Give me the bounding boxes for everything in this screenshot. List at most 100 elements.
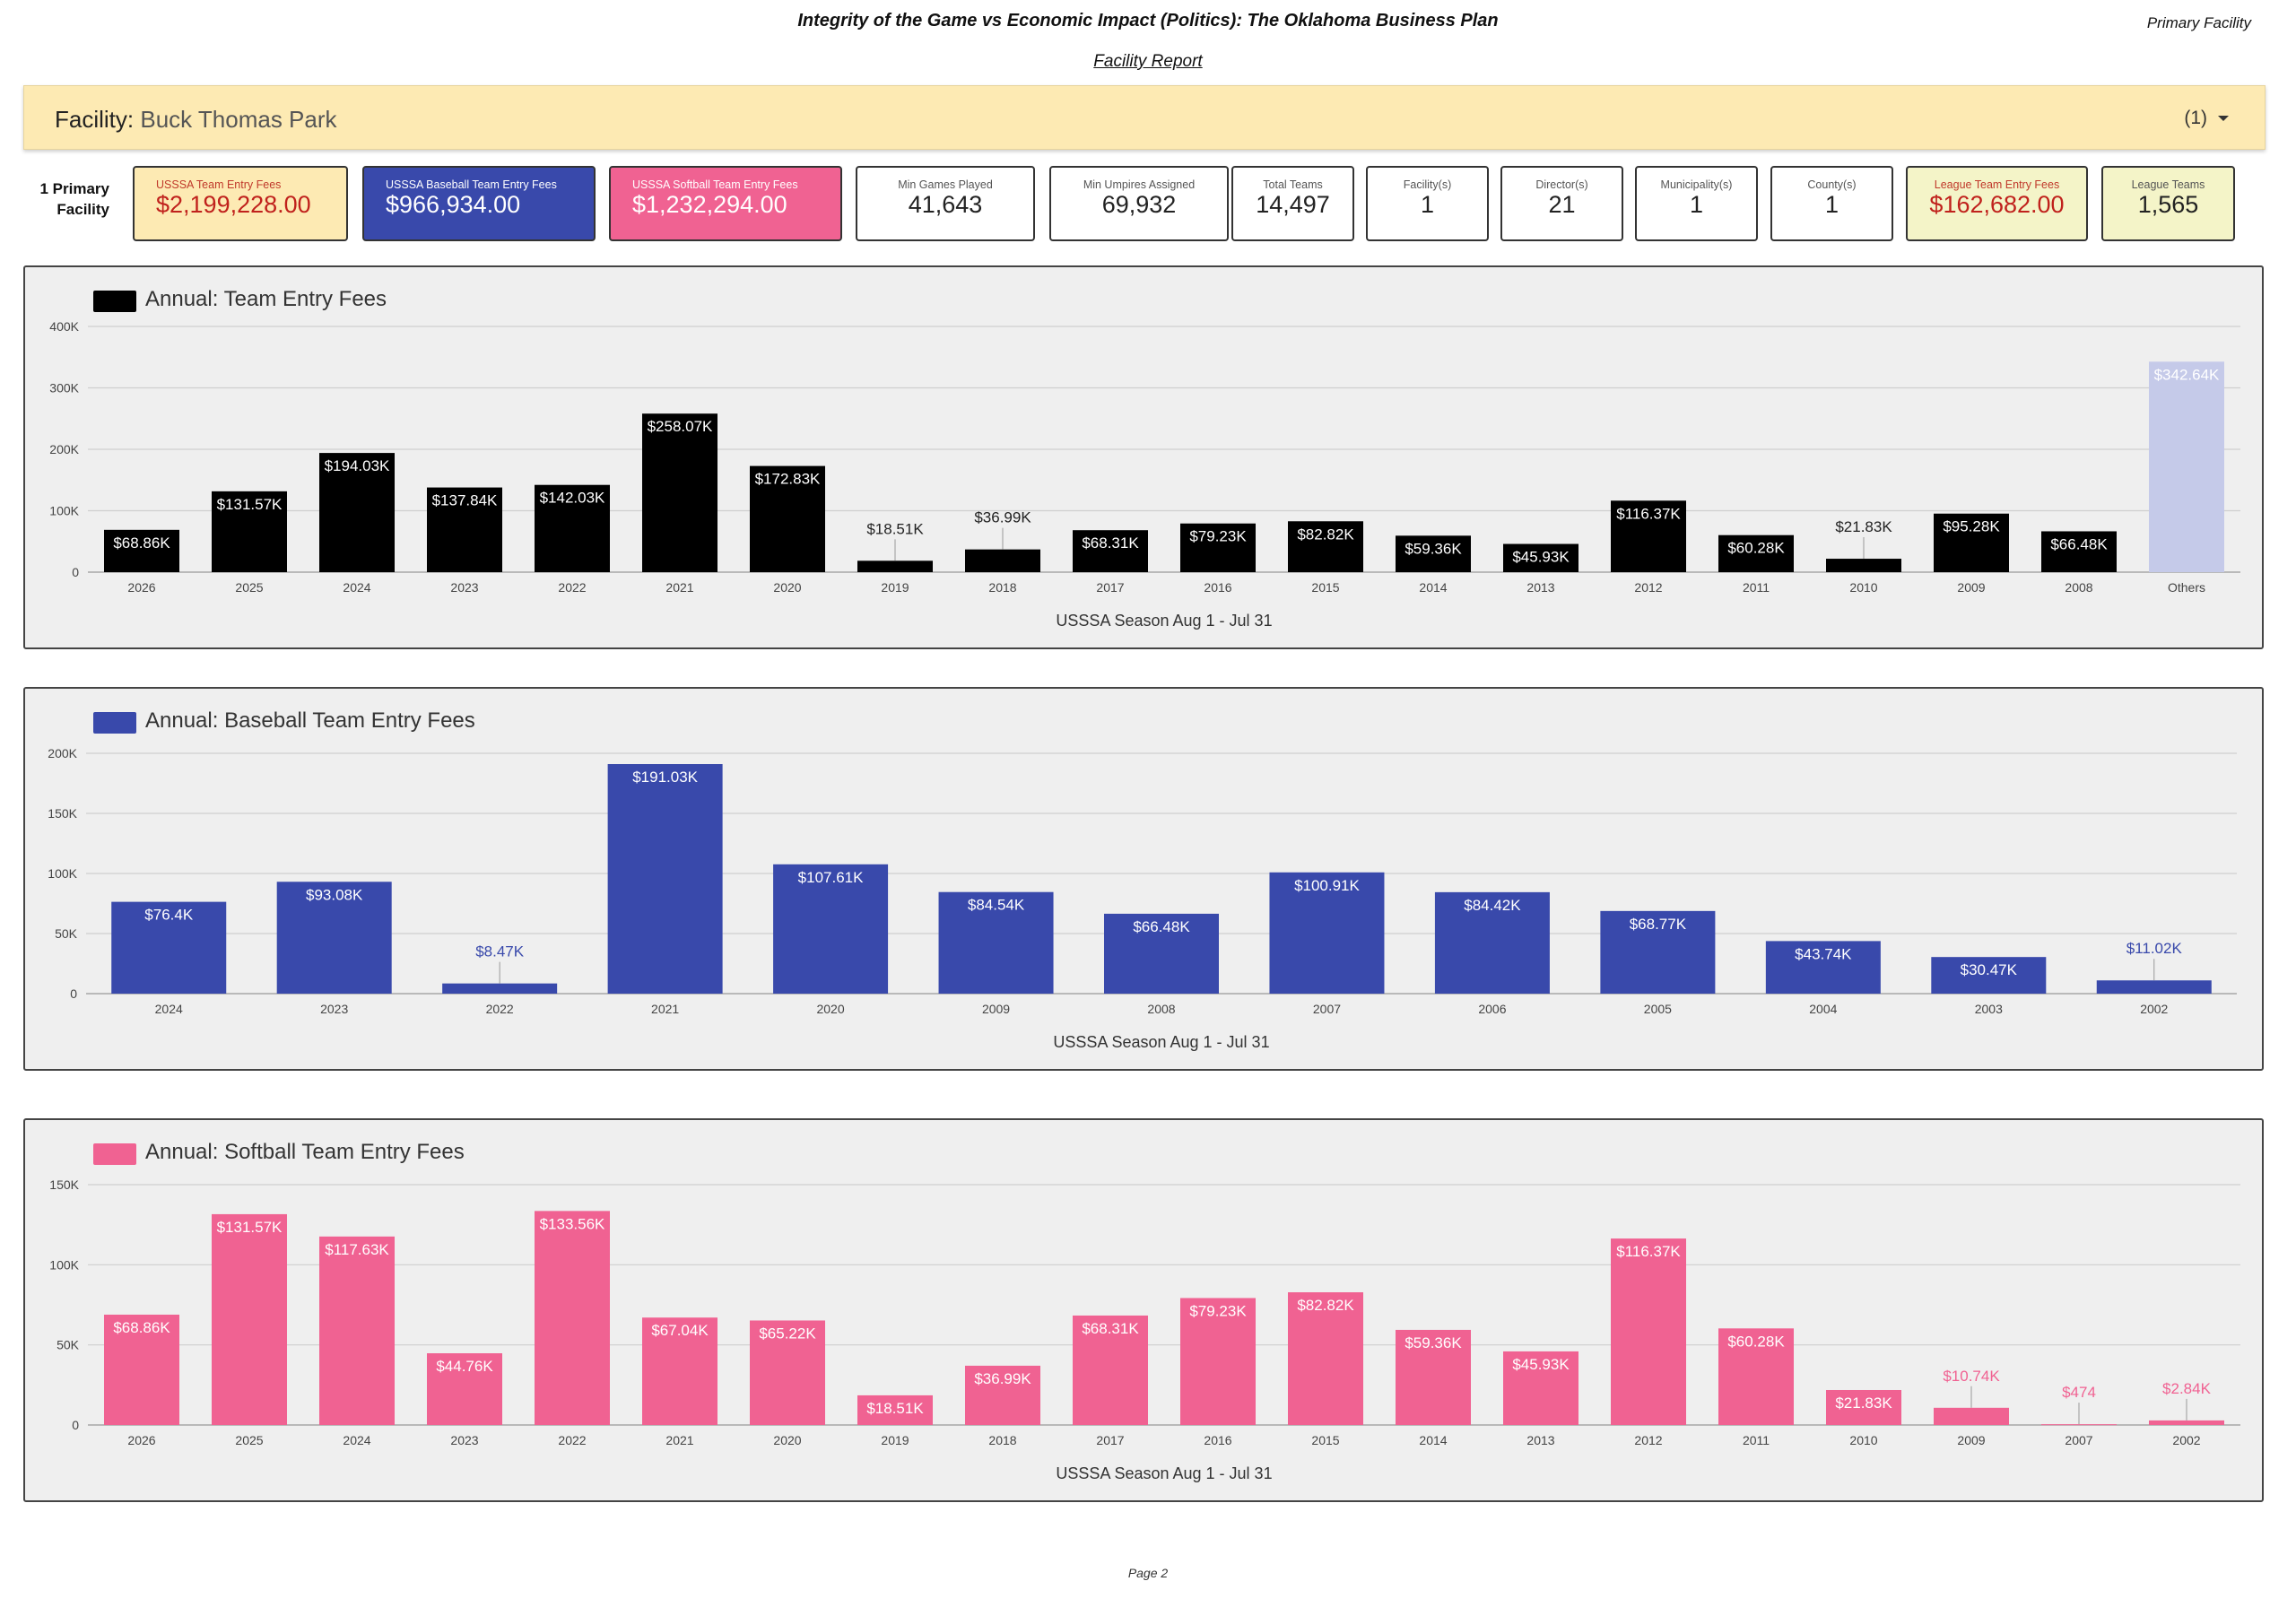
kpi-label: Min Umpires Assigned (1083, 178, 1196, 191)
kpi-value: 14,497 (1256, 191, 1330, 218)
facility-count: (1) (2184, 108, 2207, 128)
bar (427, 1353, 502, 1425)
x-tick-label: 2017 (1096, 1433, 1124, 1447)
bar (857, 1394, 933, 1425)
y-tick-label: 50K (55, 926, 78, 941)
bar (1934, 513, 2009, 572)
x-tick-label: 2018 (988, 580, 1016, 595)
kpi-value: $966,934.00 (386, 191, 521, 218)
x-axis-label: USSSA Season Aug 1 - Jul 31 (1056, 612, 1272, 630)
y-tick-label: 200K (49, 442, 79, 456)
x-tick-label: 2025 (235, 580, 263, 595)
kpi-label: Director(s) (1535, 178, 1588, 191)
x-tick-label: 2021 (665, 580, 693, 595)
bar-value-label: $342.64K (2154, 366, 2220, 383)
bar (965, 549, 1040, 572)
bar-value-label: $116.37K (1616, 1243, 1681, 1260)
kpi-league-team-entry-fees: League Team Entry Fees $162,682.00 (1906, 166, 2088, 241)
facility-dropdown[interactable]: (1) (2184, 108, 2229, 129)
bar (212, 491, 287, 572)
baseball-entry-fees-plot: 0 50K 100K 150K 200K $76.4K 2024 $93.08K 2023 $8.… (48, 746, 2237, 1051)
facility-selector[interactable]: Facility: Buck Thomas Park (1) (23, 85, 2266, 150)
kpi-min-umpires-assigned: Min Umpires Assigned 69,932 (1049, 166, 1229, 241)
x-axis-label: USSSA Season Aug 1 - Jul 31 (1053, 1033, 1269, 1051)
y-tick-label: 50K (57, 1338, 80, 1352)
x-tick-label: 2026 (127, 580, 155, 595)
kpi-municipalities: Municipality(s) 1 (1635, 166, 1758, 241)
bar (857, 560, 933, 572)
x-tick-label: 2015 (1311, 580, 1339, 595)
kpi-label: County(s) (1807, 178, 1857, 191)
x-tick-label: 2008 (2065, 580, 2092, 595)
bar (1396, 1329, 1471, 1425)
bar (642, 413, 718, 572)
bar (1073, 530, 1148, 572)
facility-field-label: Facility (55, 106, 127, 133)
bar (111, 901, 227, 994)
x-tick-label: 2025 (235, 1433, 263, 1447)
x-tick-label: 2024 (343, 1433, 370, 1447)
bar-value-label: $21.83K (1835, 1394, 1892, 1412)
bar (1396, 535, 1471, 572)
x-tick-label: 2023 (450, 1433, 478, 1447)
x-tick-label: 2005 (1644, 1002, 1672, 1016)
kpi-usssa-softball-team-entry-fees: USSSA Softball Team Entry Fees $1,232,294… (609, 166, 842, 241)
kpi-value: $1,232,294.00 (632, 191, 787, 218)
bar (1826, 559, 1901, 572)
x-tick-label: 2022 (558, 580, 586, 595)
bar (319, 1236, 395, 1425)
bar (442, 983, 558, 994)
bar-value-label: $18.51K (866, 520, 924, 537)
x-tick-label: 2011 (1743, 580, 1770, 595)
bar (1503, 1351, 1578, 1425)
x-tick-label: 2012 (1634, 1433, 1662, 1447)
bar (1600, 910, 1716, 994)
bar (1180, 1298, 1256, 1425)
bar (104, 529, 179, 572)
bar-value-label: $60.28K (1727, 540, 1785, 557)
bar (607, 764, 723, 994)
row-label: 1 Primary Facility (39, 180, 110, 218)
bar (1611, 500, 1686, 572)
x-tick-label: 2023 (450, 580, 478, 595)
x-tick-label: 2020 (773, 1433, 801, 1447)
bar-value-label: $68.31K (1082, 1320, 1139, 1337)
bar (212, 1213, 287, 1425)
x-tick-label: 2009 (1957, 580, 1985, 595)
kpi-usssa-team-entry-fees: USSSA Team Entry Fees $2,199,228.00 (133, 166, 348, 241)
team-entry-fees-chart: Annual: Team Entry Fees 0 100K 200K 300K 400… (23, 265, 2264, 649)
bar-value-label: $66.48K (1133, 918, 1190, 935)
kpi-value: 69,932 (1101, 191, 1177, 218)
bar (2149, 361, 2224, 572)
bar (1934, 1407, 2009, 1425)
kpi-facilities: Facility(s) 1 (1366, 166, 1489, 241)
bar-value-label: $117.63K (325, 1241, 389, 1258)
bar-value-label: $45.93K (1512, 549, 1570, 566)
bar (1288, 521, 1363, 572)
kpi-value: 1,565 (2137, 191, 2199, 218)
y-tick-label: 200K (48, 746, 77, 760)
bar-value-label: $68.31K (1082, 534, 1139, 552)
softball-entry-fees-plot: 0 50K 100K 150K $68.86K 2026 $131.57K 2025 $117.… (49, 1177, 2240, 1482)
primary-facility-label: Primary Facility (2146, 14, 2251, 31)
bar-value-label: $116.37K (1616, 505, 1681, 522)
bar-value-label: $258.07K (648, 418, 713, 435)
kpi-value: 41,643 (908, 191, 983, 218)
kpi-label: League Teams (2131, 178, 2205, 191)
bar-value-label: $172.83K (755, 471, 821, 488)
kpi-label: Min Games Played (898, 178, 993, 191)
x-tick-label: 2012 (1634, 580, 1662, 595)
bar (535, 1211, 610, 1425)
bar (1434, 891, 1550, 994)
bar-value-label: $82.82K (1297, 1297, 1354, 1314)
kpi-label: Total Teams (1263, 178, 1323, 191)
bar-value-label: $43.74K (1795, 945, 1852, 962)
bar-value-label: $8.47K (475, 943, 525, 960)
x-tick-label: Others (2168, 580, 2205, 595)
bar-value-label: $36.99K (974, 509, 1031, 526)
chevron-down-icon[interactable] (2218, 116, 2229, 122)
bar-value-label: $11.02K (2126, 940, 2183, 957)
x-tick-label: 2011 (1743, 1433, 1770, 1447)
bar (276, 882, 392, 994)
x-tick-label: 2020 (773, 580, 801, 595)
